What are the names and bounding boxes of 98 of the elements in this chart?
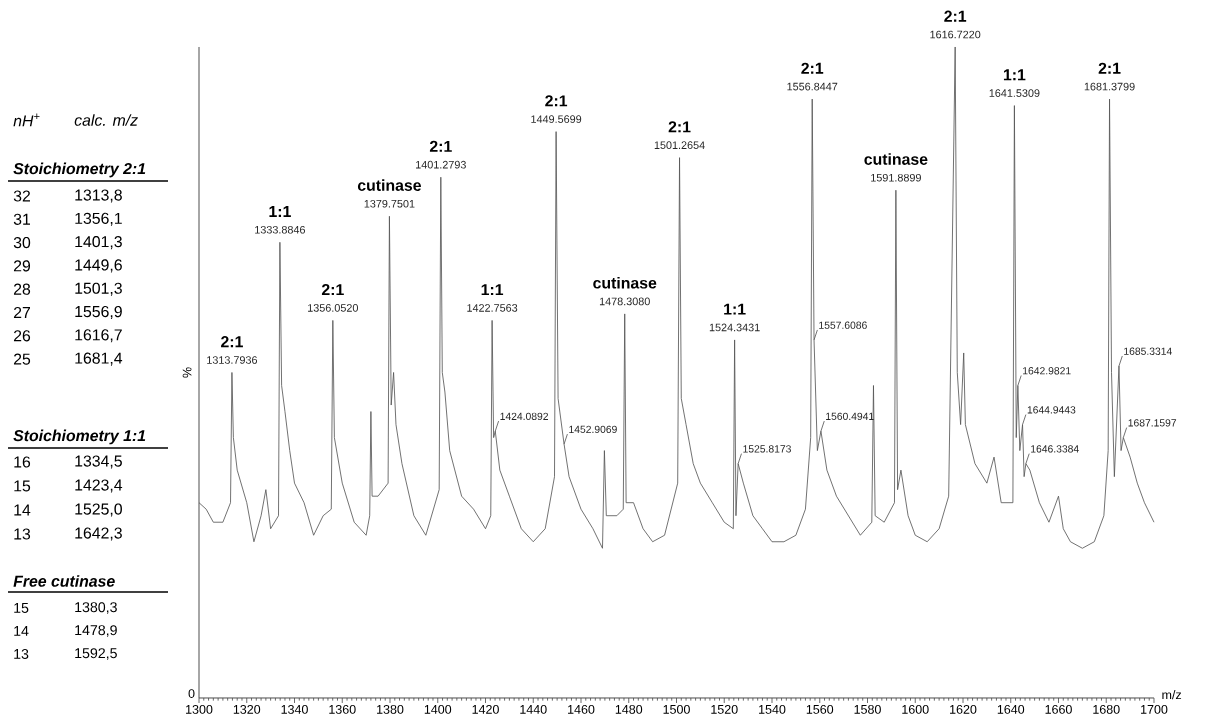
x-tick-label: 1540 [759,704,786,714]
text: 14 [14,504,31,516]
x-tick-label: 1700 [1141,704,1168,714]
text: 1401,3 [75,236,122,250]
text: 1380,3 [75,602,117,614]
annotation: 1681.3799 [1084,82,1135,91]
text: 1681,4 [75,352,123,366]
annotation: 1644.9443 [1027,406,1076,414]
x-tick-label: 1320 [233,704,261,714]
text: 1356,1 [75,212,122,226]
annotation: 1:1 [724,303,746,315]
x-tick-label: 1440 [520,704,547,714]
x-tick-label: 1620 [950,704,977,714]
x-tick-label: 1600 [902,704,929,714]
annotation: 1:1 [269,206,291,217]
annotation: 2:1 [221,336,243,348]
text: 27 [13,306,30,319]
x-tick-label: 1680 [1093,704,1120,714]
x-tick-label: 1380 [377,704,404,714]
x-tick-label: 1520 [711,704,738,714]
x-tick-label: 1560 [806,704,834,714]
text: 15 [14,480,31,492]
text: 1334,5 [75,455,122,469]
text: 1525,0 [75,503,122,517]
text: 31 [13,213,30,225]
text: 1592,5 [75,648,117,660]
annotation: 1478.3080 [599,297,650,306]
x-tick-label: 1360 [329,704,356,714]
text: 15 [14,603,29,613]
annotation: 1379.7501 [364,199,415,208]
annotation: 1501.2654 [654,141,705,149]
annotation: 1356.0520 [308,304,358,312]
annotation: 1:1 [481,284,504,296]
x-tick-label: 1340 [281,704,308,714]
text: nH$^{+}$ [13,113,40,127]
text: 13 [14,528,31,540]
x-tick-label: 1580 [854,704,881,714]
text: 25 [13,353,31,365]
annotation: 1424.0892 [500,412,548,420]
annotation: 2:1 [545,95,568,107]
text: 26 [13,330,31,342]
annotation: 1333.8846 [255,225,306,234]
text: 1501,3 [75,282,122,296]
y-axis-title: % [182,367,192,378]
text: 16 [14,456,31,468]
x-tick-label: 1640 [997,704,1025,714]
text: 1642,3 [75,527,122,541]
text: 30 [13,236,31,249]
annotation: 1422.7563 [467,304,518,312]
text: 1449,6 [75,259,122,273]
x-tick-label: 1400 [424,704,452,714]
annotation: 1525.8173 [743,445,791,453]
annotation: 1524.3431 [709,323,760,332]
text: Stoichiometry 2:1 [13,162,146,178]
annotation: 2:1 [321,284,344,296]
text: 1423,4 [75,479,123,493]
text: 1616,7 [75,329,122,343]
annotation: 2:1 [801,62,824,74]
text: 14 [14,626,29,636]
annotation: 1556.8447 [787,82,838,91]
annotation: 1646.3384 [1031,445,1079,453]
annotation: 1687.1597 [1128,419,1177,427]
annotation: 1:1 [1003,69,1026,81]
annotation: 1641.5309 [989,89,1040,97]
text: calc. m/z [74,114,138,126]
x-tick-label: 1300 [186,704,213,714]
annotation: 1616.7220 [930,30,981,39]
text: Free cutinase [13,575,115,587]
x-axis-title: m/z [1162,690,1182,700]
annotation: 2:1 [1098,62,1121,74]
text: 13 [14,648,29,659]
text: 1478,9 [75,625,117,637]
text: 1313,8 [75,189,122,203]
annotation: 2:1 [944,10,967,22]
annotation: 1449.5699 [531,115,582,123]
annotation: 2:1 [429,140,452,152]
annotation: 1685.3314 [1124,347,1172,355]
annotation: cutinase [357,179,421,191]
text: 29 [13,260,31,272]
annotation: 1313.7936 [207,356,258,364]
annotation: 1642.9821 [1023,367,1071,375]
annotation: 1452.9069 [569,425,617,434]
text: 28 [13,283,31,295]
x-tick-label: 1480 [615,704,643,714]
x-tick-label: 1420 [472,704,499,714]
text: Stoichiometry 1:1 [13,429,146,445]
x-tick-label: 1660 [1045,704,1072,714]
annotation: 1557.6086 [819,321,867,329]
x-tick-label: 1460 [568,704,595,714]
text: 1556,9 [75,305,122,320]
text: 0 [188,689,195,698]
annotation: 1401.2793 [416,160,466,169]
annotation: 2:1 [668,121,691,133]
annotation: 1591.8899 [871,173,921,182]
x-tick-label: 1500 [663,704,690,714]
annotation: cutinase [864,153,928,165]
text: 32 [13,190,30,202]
annotation: cutinase [593,276,657,289]
